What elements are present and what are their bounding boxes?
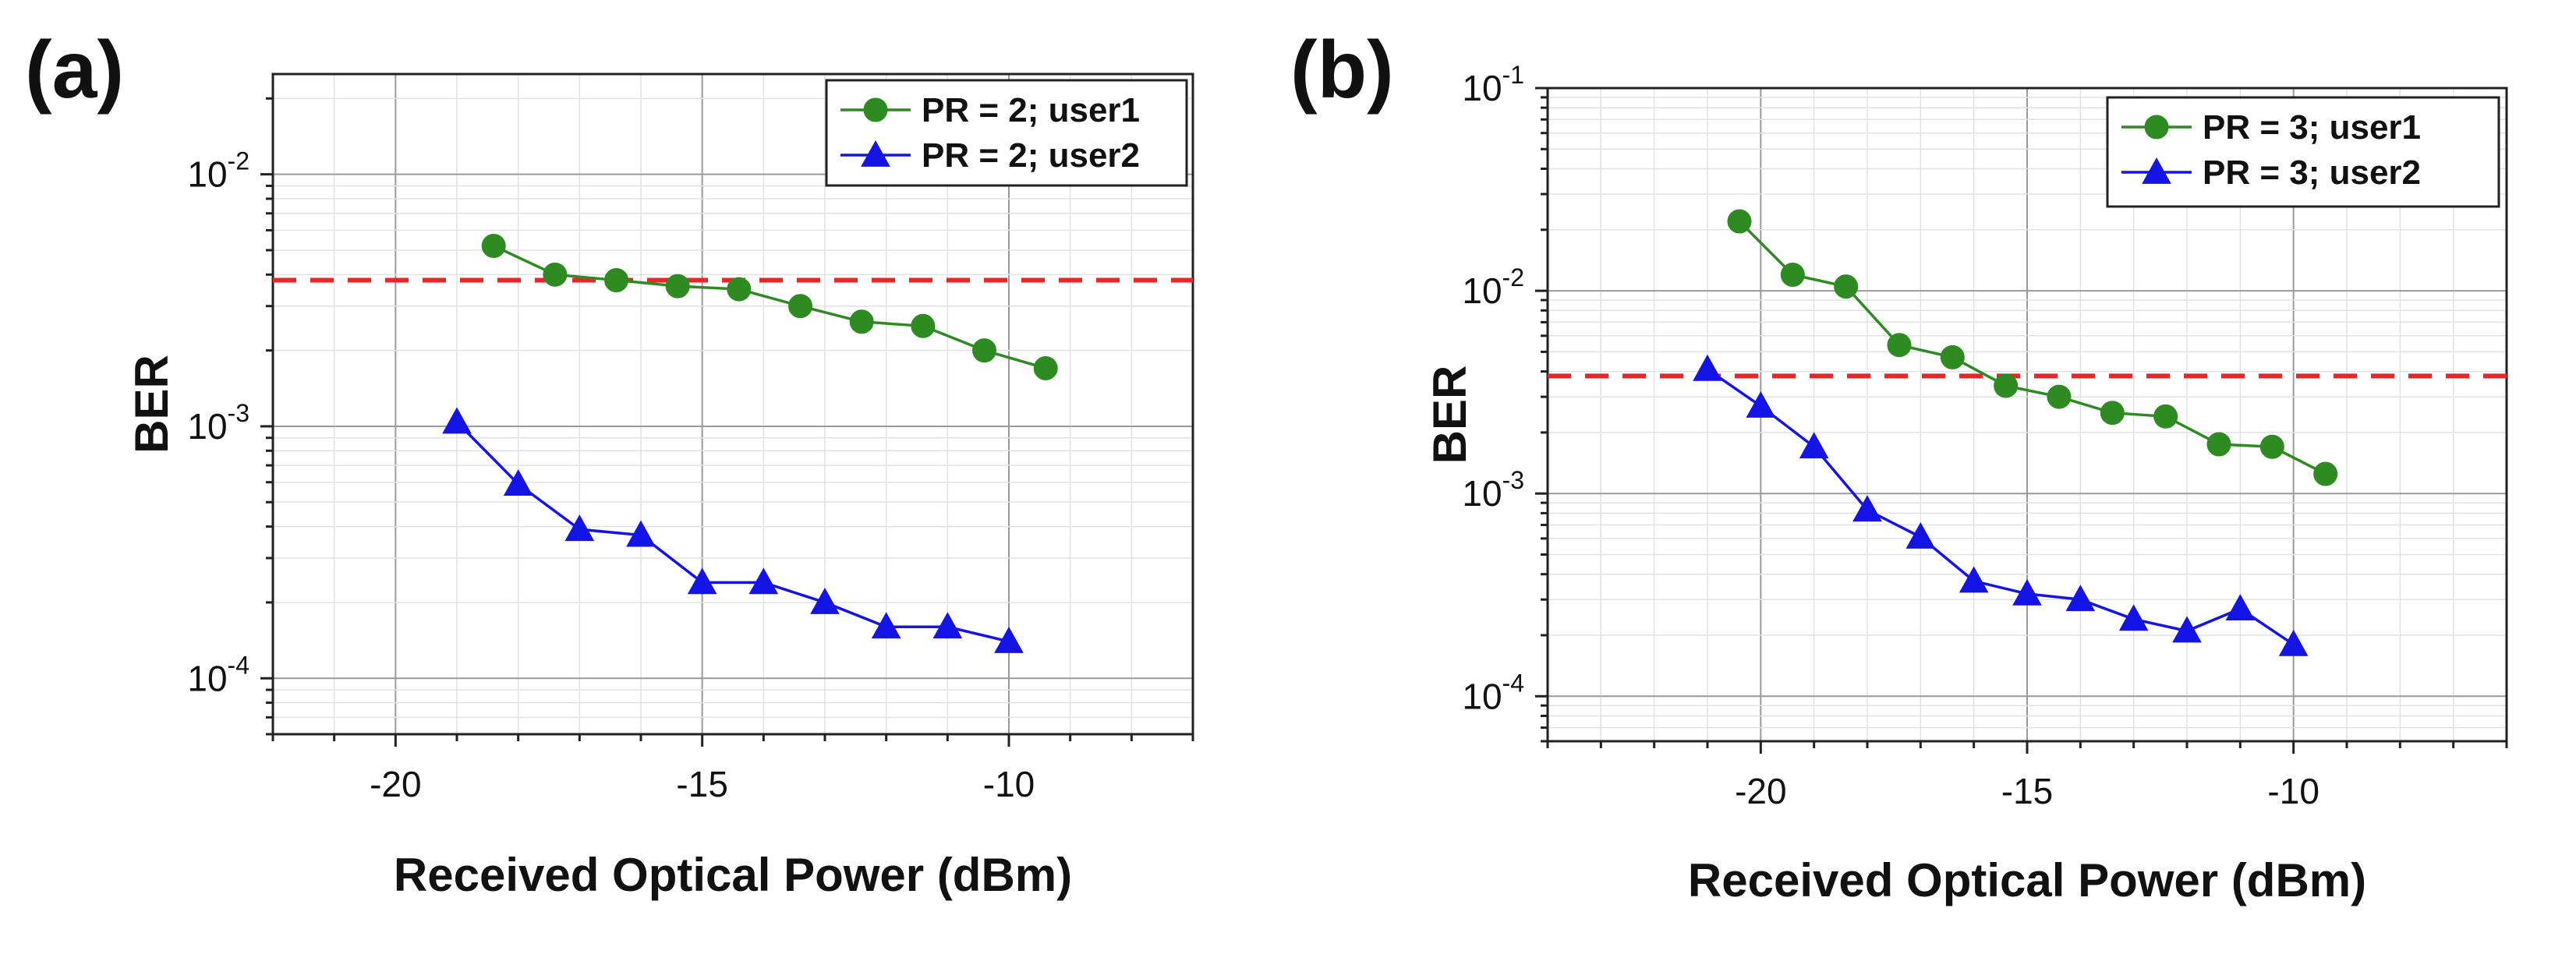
data-point-triangle	[1852, 495, 1882, 522]
data-point-triangle	[1746, 390, 1776, 418]
data-point-circle	[1834, 274, 1859, 299]
data-point-circle	[849, 309, 874, 334]
legend-marker-circle	[2144, 115, 2169, 140]
y-tick-label-base: 10	[1462, 68, 1502, 108]
data-point-circle	[665, 274, 690, 299]
y-axis-title: BER	[1424, 366, 1476, 465]
data-point-circle	[543, 262, 568, 287]
legend-label: PR = 2; user2	[922, 136, 1140, 175]
data-point-triangle	[1959, 566, 1989, 593]
data-point-triangle	[871, 612, 901, 639]
series-line	[493, 244, 1046, 370]
series-line	[1707, 368, 2295, 646]
legend-box	[2106, 96, 2500, 208]
series-line	[455, 421, 1010, 643]
plot-data-layer	[1548, 209, 2507, 656]
legend-marker-triangle	[861, 140, 890, 167]
y-tick-label-base: 10	[1462, 270, 1502, 311]
data-point-circle	[1033, 355, 1058, 380]
data-point-triangle	[2012, 578, 2042, 606]
legend-label: PR = 2; user1	[922, 91, 1140, 129]
y-tick-label-exponent: -4	[1502, 669, 1524, 697]
data-point-triangle	[503, 469, 533, 496]
legend-marker-triangle	[2142, 157, 2171, 184]
data-point-circle	[788, 294, 813, 319]
data-point-triangle	[626, 520, 656, 547]
data-point-triangle	[687, 567, 717, 595]
y-tick-label-base: 10	[187, 154, 227, 195]
data-point-triangle	[2065, 585, 2096, 612]
y-tick-label-base: 10	[187, 406, 227, 447]
x-tick-label: -10	[983, 764, 1035, 804]
legend-box	[825, 79, 1188, 187]
data-point-circle	[1887, 333, 1912, 358]
y-tick-label-exponent: -2	[1502, 263, 1524, 292]
y-tick-label-exponent: -3	[228, 399, 249, 427]
data-point-triangle	[994, 627, 1024, 653]
data-point-triangle	[2225, 594, 2256, 620]
x-tick-label: -15	[676, 764, 727, 804]
x-tick-label: -20	[370, 764, 421, 804]
data-point-triangle	[2172, 616, 2202, 643]
data-point-circle	[1780, 263, 1805, 288]
panel-label: (b)	[1290, 25, 1394, 115]
data-point-circle	[1940, 344, 1965, 369]
y-tick-label-base: 10	[1462, 473, 1502, 514]
y-tick-label: 10-3	[187, 399, 249, 447]
x-axis-title: Received Optical Power (dBm)	[394, 849, 1072, 901]
data-point-circle	[2259, 434, 2284, 459]
x-tick-label: -20	[1735, 771, 1786, 811]
plot-data-layer	[273, 233, 1193, 653]
y-tick-label: 10-4	[187, 651, 249, 698]
data-point-triangle	[810, 587, 840, 614]
plot-frame	[271, 72, 1194, 736]
y-tick-label: 10-2	[1462, 263, 1524, 311]
data-point-circle	[1994, 373, 2019, 398]
data-point-circle	[2206, 432, 2231, 457]
data-point-circle	[481, 233, 506, 258]
data-point-triangle	[442, 407, 472, 434]
data-point-circle	[1727, 209, 1752, 234]
data-point-triangle	[748, 567, 779, 595]
x-tick-label: -10	[2267, 771, 2319, 811]
data-point-triangle	[1799, 432, 1829, 459]
x-axis-title: Received Optical Power (dBm)	[1688, 854, 2366, 906]
y-tick-label-base: 10	[187, 658, 227, 698]
data-point-circle	[2047, 384, 2072, 409]
data-point-circle	[2153, 404, 2178, 429]
data-point-triangle	[2118, 604, 2149, 631]
y-axis-title: BER	[126, 355, 178, 454]
data-point-circle	[2313, 461, 2338, 486]
data-point-circle	[911, 313, 936, 338]
y-tick-label: 10-3	[1462, 466, 1524, 514]
y-tick-label-base: 10	[1462, 676, 1502, 716]
y-tick-label: 10-1	[1462, 61, 1524, 108]
y-tick-label-exponent: -1	[1502, 61, 1524, 89]
data-point-circle	[972, 338, 997, 363]
data-point-circle	[2100, 401, 2125, 426]
panel-label: (a)	[25, 25, 124, 115]
y-tick-label-exponent: -2	[228, 147, 249, 175]
x-tick-label: -15	[2001, 771, 2053, 811]
data-point-triangle	[1693, 354, 1722, 381]
y-tick-label-exponent: -3	[1502, 466, 1524, 494]
data-point-triangle	[1905, 522, 1936, 549]
y-tick-label: 10-4	[1462, 669, 1524, 716]
data-point-circle	[604, 268, 629, 293]
legend-label: PR = 3; user1	[2203, 108, 2421, 147]
y-tick-label-exponent: -4	[228, 651, 249, 679]
data-point-triangle	[932, 612, 963, 639]
data-point-triangle	[2278, 629, 2309, 656]
legend-marker-circle	[863, 97, 888, 122]
legend-label: PR = 3; user2	[2203, 154, 2421, 192]
y-tick-label: 10-2	[187, 147, 249, 195]
data-point-circle	[727, 277, 752, 302]
data-point-triangle	[564, 514, 595, 542]
